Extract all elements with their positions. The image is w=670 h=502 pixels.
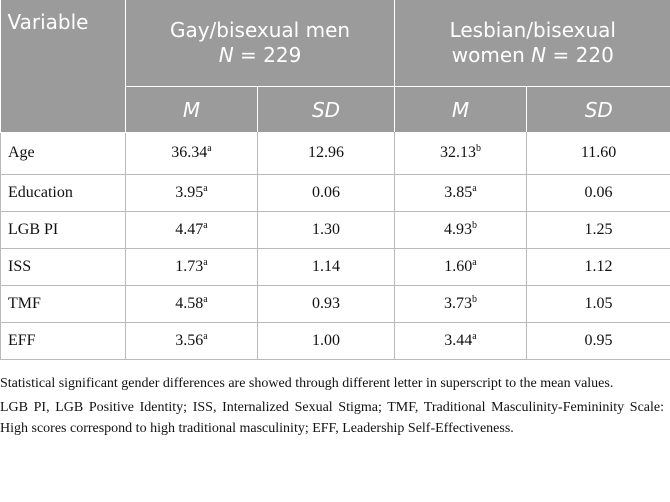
header-group-women-n-value: = 220 <box>546 43 614 67</box>
men-mean-superscript: a <box>203 293 208 305</box>
women-sd: 0.06 <box>526 174 670 212</box>
women-mean-superscript: b <box>472 219 478 231</box>
men-mean: 1.73 <box>175 257 204 275</box>
row-variable: TMF <box>0 285 126 323</box>
header-m-women: M <box>394 86 528 132</box>
women-mean-superscript: a <box>472 182 477 194</box>
men-mean-superscript: a <box>203 219 208 231</box>
women-mean-superscript: b <box>472 293 478 305</box>
row-variable: LGB PI <box>0 211 126 249</box>
men-sd: 1.30 <box>257 211 396 249</box>
row-variable: ISS <box>0 248 126 286</box>
header-group-women-line2-pre: women <box>451 43 532 67</box>
men-mean: 4.47 <box>175 220 204 238</box>
women-mean-superscript: a <box>472 256 477 268</box>
women-mean-cell: 4.93b <box>394 211 528 249</box>
descriptive-statistics-table: Variable Gay/bisexual men N = 229 Lesbia… <box>0 0 670 360</box>
header-group-women-line1: Lesbian/bisexual <box>449 18 616 42</box>
women-mean-cell: 3.73b <box>394 285 528 323</box>
women-sd: 1.25 <box>526 211 670 249</box>
women-mean: 3.44 <box>444 331 473 349</box>
header-group-men-n-value: = 229 <box>233 43 302 67</box>
header-group-women: Lesbian/bisexual women N = 220 <box>394 0 670 87</box>
row-variable: Age <box>0 132 126 175</box>
table-row: Age 36.34a 12.96 32.13b 11.60 <box>0 132 670 175</box>
header-group-men-line1: Gay/bisexual men <box>169 18 351 42</box>
women-mean: 4.93 <box>444 220 473 238</box>
women-sd: 1.12 <box>526 248 670 286</box>
header-m-men: M <box>125 86 258 132</box>
men-sd: 0.93 <box>257 285 396 323</box>
women-mean-cell: 3.44a <box>394 322 528 360</box>
header-group-men: Gay/bisexual men N = 229 <box>125 0 396 87</box>
women-sd: 11.60 <box>526 132 670 175</box>
men-sd: 1.14 <box>257 248 396 286</box>
women-mean-superscript: a <box>472 330 477 342</box>
women-sd: 1.05 <box>526 285 670 323</box>
women-sd: 0.95 <box>526 322 670 360</box>
men-sd: 1.00 <box>257 322 396 360</box>
table-notes: Statistical significant gender differenc… <box>0 373 664 442</box>
men-mean: 4.58 <box>175 294 204 312</box>
men-mean-superscript: a <box>207 142 212 154</box>
women-mean-superscript: b <box>476 142 482 154</box>
header-sd-women: SD <box>526 86 670 132</box>
header-sd-men: SD <box>257 86 396 132</box>
men-mean: 3.56 <box>175 331 204 349</box>
header-variable: Variable <box>0 0 126 133</box>
women-mean: 3.73 <box>444 294 473 312</box>
men-mean-cell: 1.73a <box>125 248 258 286</box>
men-mean-cell: 36.34a <box>125 132 258 175</box>
women-mean-cell: 1.60a <box>394 248 528 286</box>
men-mean-superscript: a <box>203 256 208 268</box>
men-mean: 36.34 <box>171 143 208 161</box>
row-variable: Education <box>0 174 126 212</box>
women-mean: 32.13 <box>440 143 477 161</box>
significance-note: Statistical significant gender differenc… <box>0 376 614 391</box>
header-group-women-n-symbol: N <box>531 43 547 67</box>
men-mean-cell: 3.95a <box>125 174 258 212</box>
header-row-stats: M SD M SD <box>1 86 670 132</box>
descriptive-statistics-table-container: Variable Gay/bisexual men N = 229 Lesbia… <box>0 0 670 360</box>
women-mean: 3.85 <box>444 183 473 201</box>
men-mean-cell: 4.47a <box>125 211 258 249</box>
table-row: Education 3.95a 0.06 3.85a 0.06 <box>0 174 670 212</box>
men-mean-superscript: a <box>203 330 208 342</box>
men-mean-cell: 3.56a <box>125 322 258 360</box>
row-variable: EFF <box>0 322 126 360</box>
men-sd: 0.06 <box>257 174 396 212</box>
men-mean: 3.95 <box>175 183 204 201</box>
table-row: TMF 4.58a 0.93 3.73b 1.05 <box>0 285 670 323</box>
men-mean-cell: 4.58a <box>125 285 258 323</box>
abbreviations-note: LGB PI, LGB Positive Identity; ISS, Inte… <box>0 400 664 436</box>
header-group-men-n-symbol: N <box>218 43 234 67</box>
table-row: ISS 1.73a 1.14 1.60a 1.12 <box>0 248 670 286</box>
men-mean-superscript: a <box>203 182 208 194</box>
women-mean-cell: 32.13b <box>394 132 528 175</box>
table-row: LGB PI 4.47a 1.30 4.93b 1.25 <box>0 211 670 249</box>
men-sd: 12.96 <box>257 132 396 175</box>
women-mean: 1.60 <box>444 257 473 275</box>
table-row: EFF 3.56a 1.00 3.44a 0.95 <box>0 322 670 360</box>
header-row-groups: Variable Gay/bisexual men N = 229 Lesbia… <box>0 0 670 133</box>
women-mean-cell: 3.85a <box>394 174 528 212</box>
